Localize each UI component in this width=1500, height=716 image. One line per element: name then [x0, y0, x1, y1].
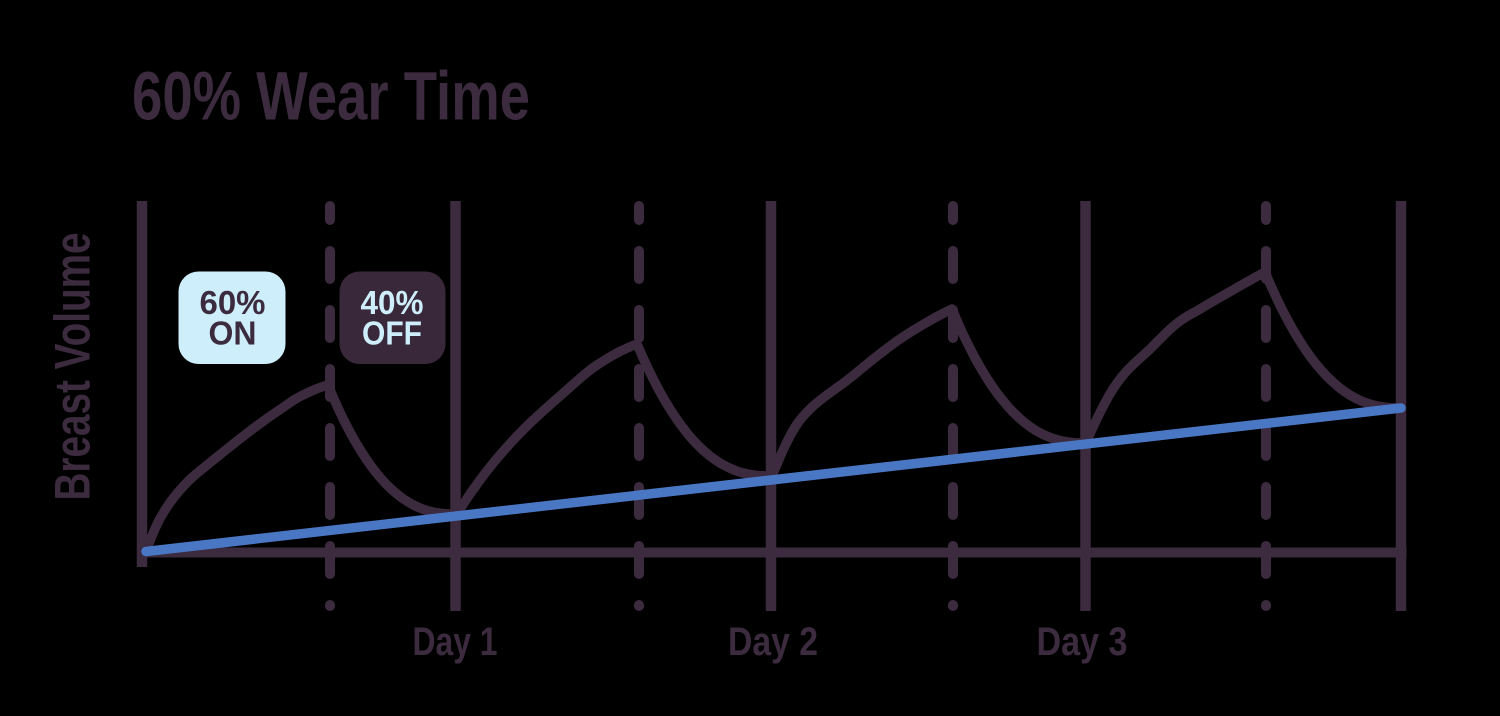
svg-text:40%: 40%	[361, 284, 424, 321]
svg-text:OFF: OFF	[362, 315, 422, 352]
svg-text:Day 1: Day 1	[413, 620, 498, 664]
svg-text:Breast Volume: Breast Volume	[44, 233, 101, 501]
svg-text:60%: 60%	[200, 284, 266, 321]
svg-text:60% Wear Time: 60% Wear Time	[132, 58, 530, 135]
svg-text:ON: ON	[209, 315, 257, 352]
svg-text:Day 2: Day 2	[728, 620, 818, 664]
svg-text:Day 3: Day 3	[1037, 620, 1128, 664]
